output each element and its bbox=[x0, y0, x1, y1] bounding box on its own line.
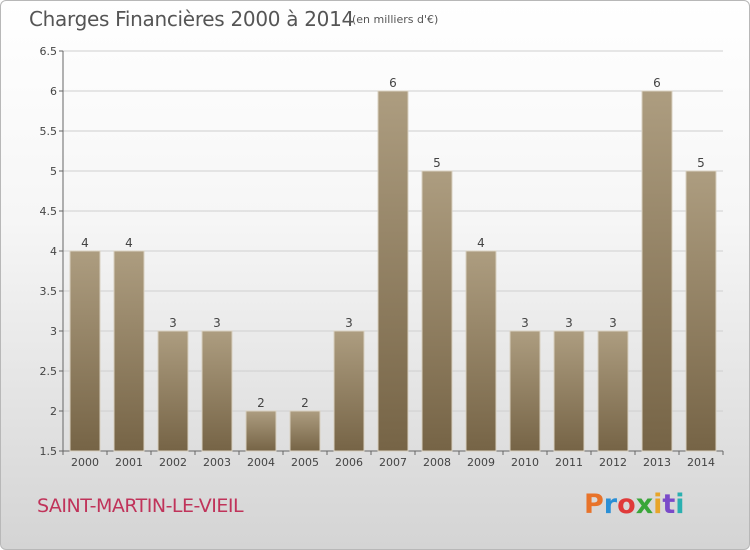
logo-letter: P bbox=[584, 489, 604, 520]
bars bbox=[69, 90, 717, 452]
bar-2011 bbox=[553, 330, 585, 452]
x-tick-label-2004: 2004 bbox=[247, 456, 275, 469]
chart-unit: (en milliers d'€) bbox=[352, 13, 439, 26]
logo-letter: i bbox=[653, 489, 663, 520]
x-tick-label-2006: 2006 bbox=[335, 456, 363, 469]
bar-2013 bbox=[641, 90, 673, 452]
x-tick-label-2005: 2005 bbox=[291, 456, 319, 469]
proxiti-logo[interactable]: Proxiti bbox=[584, 489, 685, 520]
y-tick-label: 5 bbox=[50, 165, 57, 178]
axes: 1.5 2 2.5 3 3.5 4 4.5 5 5.5 6 6.5 2000 2001 2002 2003 2… bbox=[40, 45, 724, 469]
y-tick-label: 6.5 bbox=[40, 45, 58, 58]
bar-2007 bbox=[377, 90, 409, 452]
x-tick-label-2007: 2007 bbox=[379, 456, 407, 469]
bar-2003 bbox=[201, 330, 233, 452]
x-tick-label-2013: 2013 bbox=[643, 456, 671, 469]
data-label-2004: 2 bbox=[257, 396, 265, 410]
x-tick-label-2014: 2014 bbox=[687, 456, 715, 469]
city-name: SAINT-MARTIN-LE-VIEIL bbox=[37, 495, 244, 517]
x-tick-label-2002: 2002 bbox=[159, 456, 187, 469]
y-tick-label: 4 bbox=[50, 245, 57, 258]
chart-title: Charges Financières 2000 à 2014 bbox=[29, 7, 354, 31]
y-tick-label: 3 bbox=[50, 325, 57, 338]
x-tick-label-2003: 2003 bbox=[203, 456, 231, 469]
data-label-2008: 5 bbox=[433, 156, 441, 170]
y-tick-label: 3.5 bbox=[40, 285, 58, 298]
data-label-2002: 3 bbox=[169, 316, 177, 330]
y-tick-label: 4.5 bbox=[40, 205, 58, 218]
data-label-2001: 4 bbox=[125, 236, 133, 250]
data-label-2010: 3 bbox=[521, 316, 529, 330]
bar-2008 bbox=[421, 170, 453, 452]
bar-2002 bbox=[157, 330, 189, 452]
y-tick-label: 6 bbox=[50, 85, 57, 98]
bar-2006 bbox=[333, 330, 365, 452]
data-label-2013: 6 bbox=[653, 76, 661, 90]
data-label-2003: 3 bbox=[213, 316, 221, 330]
bar-2012 bbox=[597, 330, 629, 452]
logo-letter: r bbox=[603, 489, 618, 520]
x-tick-label-2011: 2011 bbox=[555, 456, 583, 469]
data-label-2014: 5 bbox=[697, 156, 705, 170]
bar-2005 bbox=[289, 410, 321, 452]
bar-2000 bbox=[69, 250, 101, 452]
data-labels: 4 4 3 3 2 2 3 6 5 4 3 3 3 6 5 bbox=[81, 76, 705, 410]
data-label-2012: 3 bbox=[609, 316, 617, 330]
data-label-2011: 3 bbox=[565, 316, 573, 330]
x-tick-label-2009: 2009 bbox=[467, 456, 495, 469]
bar-2009 bbox=[465, 250, 497, 452]
logo-letter: i bbox=[675, 489, 685, 520]
x-tick-label-2012: 2012 bbox=[599, 456, 627, 469]
x-tick-label-2000: 2000 bbox=[71, 456, 99, 469]
x-tick-label-2008: 2008 bbox=[423, 456, 451, 469]
bar-2014 bbox=[685, 170, 717, 452]
data-label-2009: 4 bbox=[477, 236, 485, 250]
data-label-2000: 4 bbox=[81, 236, 89, 250]
y-tick-label: 2 bbox=[50, 405, 57, 418]
y-tick-label: 1.5 bbox=[40, 445, 58, 458]
data-label-2005: 2 bbox=[301, 396, 309, 410]
bar-2010 bbox=[509, 330, 541, 452]
y-tick-label: 5.5 bbox=[40, 125, 58, 138]
bar-2004 bbox=[245, 410, 277, 452]
data-label-2007: 6 bbox=[389, 76, 397, 90]
logo-letter: t bbox=[662, 489, 676, 520]
data-label-2006: 3 bbox=[345, 316, 353, 330]
x-tick-label-2010: 2010 bbox=[511, 456, 539, 469]
logo-letter: o bbox=[617, 489, 636, 520]
bar-2001 bbox=[113, 250, 145, 452]
y-tick-label: 2.5 bbox=[40, 365, 58, 378]
logo-letter: x bbox=[635, 489, 654, 520]
x-tick-label-2001: 2001 bbox=[115, 456, 143, 469]
